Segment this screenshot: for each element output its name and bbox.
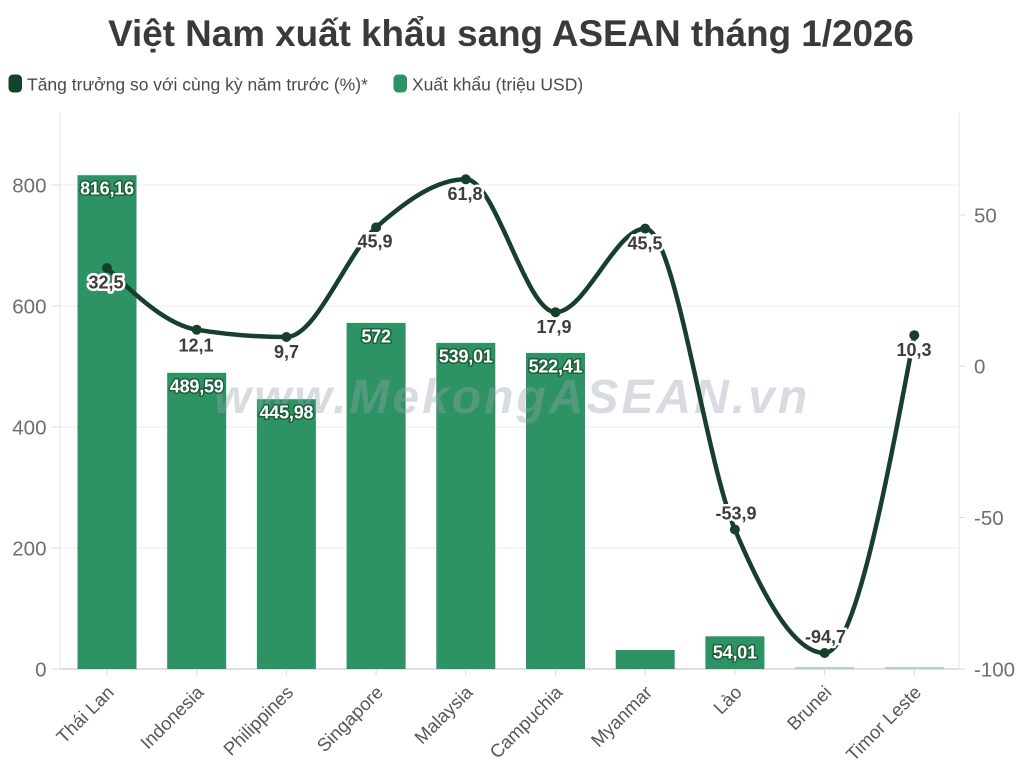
svg-text:17,9: 17,9 [536,317,571,337]
svg-text:54,01: 54,01 [713,642,757,662]
svg-text:800: 800 [12,174,46,197]
svg-text:61,8: 61,8 [447,184,482,204]
svg-text:0: 0 [974,355,985,378]
svg-text:50: 50 [974,204,997,227]
svg-text:600: 600 [12,295,46,318]
svg-text:539,01: 539,01 [439,346,493,366]
svg-text:572: 572 [361,326,391,346]
svg-text:445,98: 445,98 [259,403,313,423]
svg-text:45,5: 45,5 [627,234,662,254]
svg-text:-53,9: -53,9 [715,504,756,524]
svg-text:32,5: 32,5 [88,273,123,293]
svg-text:-100: -100 [974,658,1015,681]
svg-text:400: 400 [12,416,46,439]
svg-text:Xuất khẩu (triệu USD): Xuất khẩu (triệu USD) [412,75,583,95]
svg-text:45,9: 45,9 [357,232,392,252]
svg-text:-94,7: -94,7 [805,627,846,647]
svg-text:816,16: 816,16 [80,179,134,199]
svg-text:522,41: 522,41 [529,356,583,376]
svg-text:9,7: 9,7 [274,342,299,362]
svg-text:0: 0 [35,658,46,681]
svg-text:10,3: 10,3 [896,340,931,360]
svg-text:Việt Nam xuất khẩu sang ASEAN: Việt Nam xuất khẩu sang ASEAN tháng 1/20… [108,13,914,54]
svg-text:489,59: 489,59 [170,376,224,396]
svg-text:www.MekongASEAN.vn: www.MekongASEAN.vn [214,371,810,424]
svg-text:-50: -50 [974,507,1004,530]
svg-text:200: 200 [12,537,46,560]
svg-text:12,1: 12,1 [178,336,213,356]
svg-text:Tăng trưởng so với cùng kỳ năm: Tăng trưởng so với cùng kỳ năm trước (%)… [27,75,368,95]
